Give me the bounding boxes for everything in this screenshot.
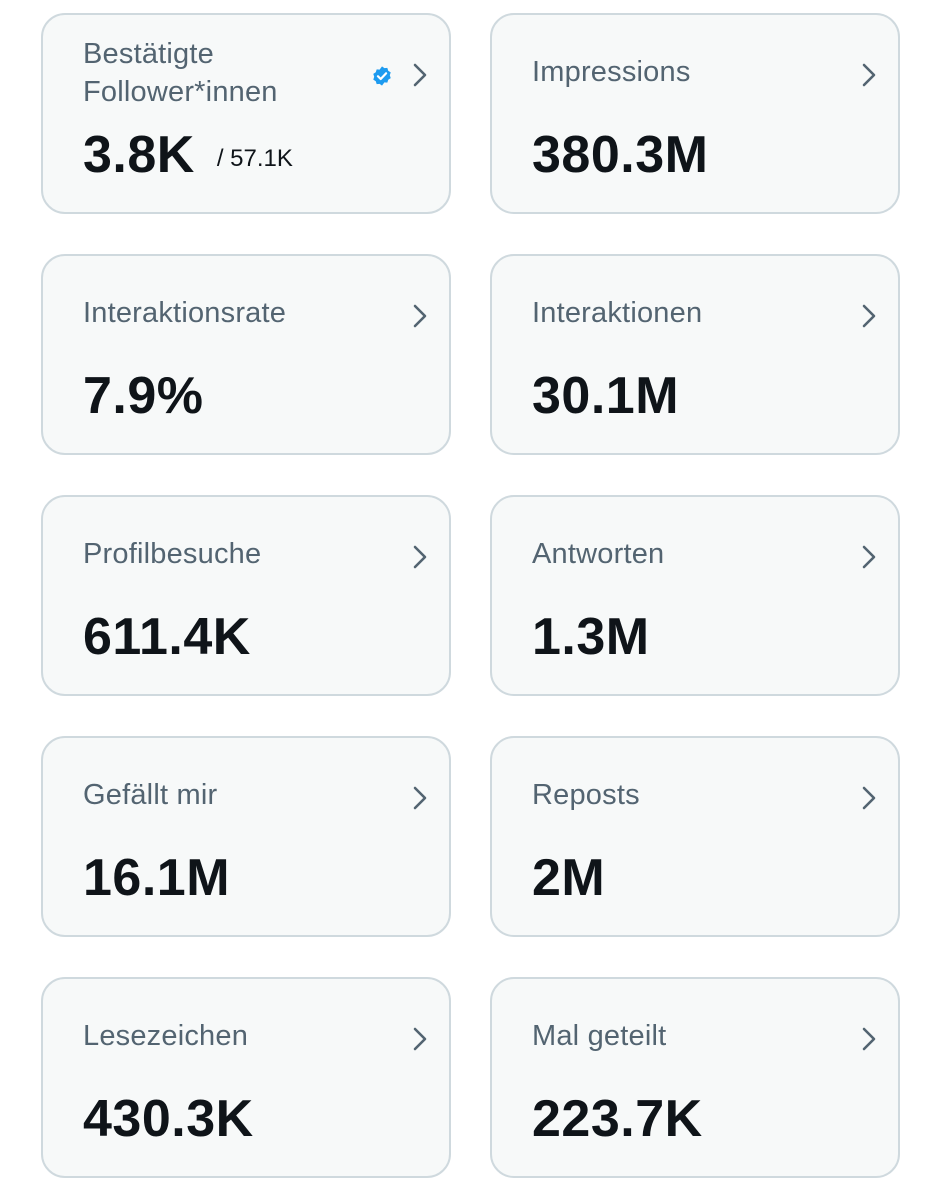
card-value: 223.7K <box>532 1090 703 1148</box>
card-value: 7.9% <box>83 367 204 425</box>
card-value: 2M <box>532 849 606 907</box>
chevron-right-icon <box>862 1027 876 1051</box>
card-engagement-rate[interactable]: Interaktionsrate 7.9% <box>41 254 451 455</box>
card-shares[interactable]: Mal geteilt 223.7K <box>490 977 900 1178</box>
card-label: Gefällt mir <box>83 779 218 811</box>
chevron-right-icon <box>413 786 427 810</box>
chevron-right-icon <box>413 63 427 87</box>
card-label: Impressions <box>532 56 691 88</box>
card-verified-followers[interactable]: Bestätigte Follower*innen 3.8K / 57.1K <box>41 13 451 214</box>
verified-badge-icon <box>373 66 391 86</box>
card-value-suffix: / 57.1K <box>216 145 293 172</box>
card-label: Interaktionen <box>532 297 703 329</box>
card-label: Profilbesuche <box>83 538 262 570</box>
chevron-right-icon <box>862 545 876 569</box>
card-value: 380.3M <box>532 126 709 184</box>
card-value: 3.8K / 57.1K <box>83 125 293 189</box>
analytics-card-grid: Bestätigte Follower*innen 3.8K / 57.1K Im… <box>41 13 900 1178</box>
card-label: Mal geteilt <box>532 1020 667 1052</box>
chevron-right-icon <box>862 304 876 328</box>
card-value: 30.1M <box>532 367 680 425</box>
chevron-right-icon <box>862 786 876 810</box>
chevron-right-icon <box>413 304 427 328</box>
card-label: Interaktionsrate <box>83 297 287 329</box>
card-value: 16.1M <box>83 849 231 907</box>
card-value: 1.3M <box>532 608 650 666</box>
card-label: Bestätigte Follower*innen <box>83 38 278 108</box>
card-label: Reposts <box>532 779 640 811</box>
card-bookmarks[interactable]: Lesezeichen 430.3K <box>41 977 451 1178</box>
card-impressions[interactable]: Impressions 380.3M <box>490 13 900 214</box>
card-label: Lesezeichen <box>83 1020 249 1052</box>
card-label: Antworten <box>532 538 665 570</box>
chevron-right-icon <box>862 63 876 87</box>
card-value: 430.3K <box>83 1090 254 1148</box>
card-reposts[interactable]: Reposts 2M <box>490 736 900 937</box>
card-engagements[interactable]: Interaktionen 30.1M <box>490 254 900 455</box>
chevron-right-icon <box>413 545 427 569</box>
card-value-number: 3.8K <box>83 126 195 184</box>
card-replies[interactable]: Antworten 1.3M <box>490 495 900 696</box>
card-value: 611.4K <box>83 608 251 666</box>
chevron-right-icon <box>413 1027 427 1051</box>
card-likes[interactable]: Gefällt mir 16.1M <box>41 736 451 937</box>
card-profile-visits[interactable]: Profilbesuche 611.4K <box>41 495 451 696</box>
